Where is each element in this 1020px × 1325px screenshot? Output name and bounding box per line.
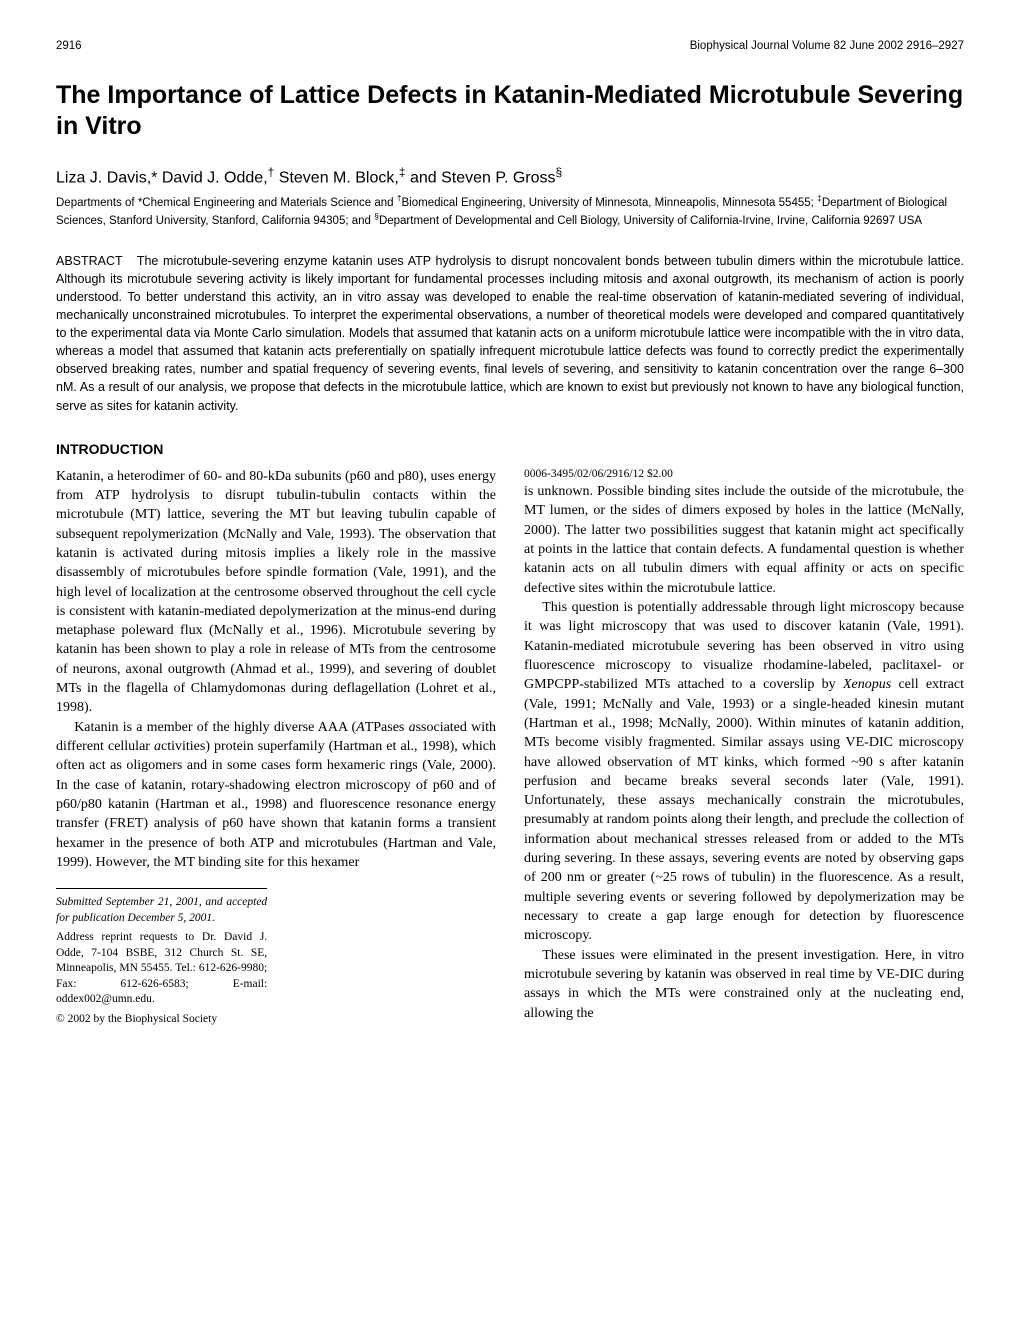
footnote-copyright: © 2002 by the Biophysical Society — [56, 1012, 267, 1028]
body-paragraph: is unknown. Possible binding sites inclu… — [524, 482, 964, 598]
page-number-left: 2916 — [56, 40, 82, 52]
journal-info: Biophysical Journal Volume 82 June 2002 … — [690, 40, 964, 52]
abstract-label: ABSTRACT — [56, 254, 123, 268]
abstract-block: ABSTRACT The microtubule-severing enzyme… — [56, 252, 964, 415]
body-paragraph: These issues were eliminated in the pres… — [524, 946, 964, 1023]
article-title: The Importance of Lattice Defects in Kat… — [56, 80, 964, 143]
body-paragraph: Katanin is a member of the highly divers… — [56, 718, 496, 873]
running-header: 2916 Biophysical Journal Volume 82 June … — [56, 40, 964, 52]
footnote-correspondence: Address reprint requests to Dr. David J.… — [56, 930, 267, 1008]
body-paragraph: This question is potentially addressable… — [524, 598, 964, 946]
section-heading-introduction: INTRODUCTION — [56, 441, 964, 457]
body-paragraph: Katanin, a heterodimer of 60- and 80-kDa… — [56, 467, 496, 718]
body-two-column: Katanin, a heterodimer of 60- and 80-kDa… — [56, 467, 964, 1029]
footnote-ids: 0006-3495/02/06/2916/12 $2.00 — [524, 467, 735, 483]
footnote-submitted: Submitted September 21, 2001, and accept… — [56, 895, 267, 926]
author-list: Liza J. Davis,* David J. Odde,† Steven M… — [56, 165, 964, 187]
abstract-text: The microtubule-severing enzyme katanin … — [56, 254, 964, 413]
affiliations: Departments of *Chemical Engineering and… — [56, 193, 964, 230]
